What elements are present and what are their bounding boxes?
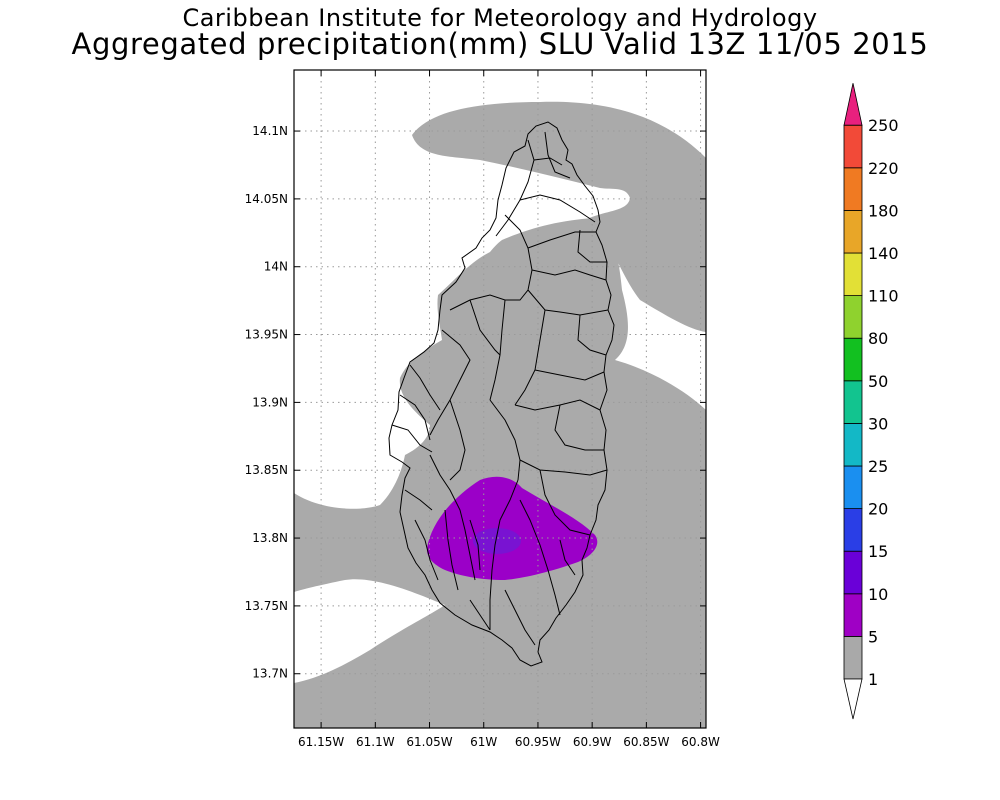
precip-area-10-15mm (473, 528, 521, 554)
colorbar-label: 180 (868, 201, 899, 220)
lon-tick-label: 60.9W (573, 735, 612, 749)
catchment-boundary (469, 519, 481, 571)
colorbar-segment (843, 380, 863, 424)
catchment-boundary (489, 399, 521, 481)
colorbar-label: 250 (868, 116, 899, 135)
colorbar-segment (843, 337, 863, 382)
colorbar-segment (843, 252, 863, 296)
catchment-boundary (469, 599, 491, 631)
lon-tick-label: 60.8W (681, 735, 720, 749)
catchment-boundary (534, 369, 605, 381)
catchment-boundary (577, 229, 607, 263)
colorbar-segment (843, 295, 863, 339)
catchment-boundary (544, 131, 571, 179)
lat-tick-label: 14N (264, 260, 288, 274)
lat-tick-label: 13.75N (245, 599, 288, 613)
colorbar-label: 10 (868, 585, 888, 604)
colorbar-segment (843, 465, 863, 509)
colorbar-segment (843, 508, 863, 552)
catchment-boundary (519, 194, 596, 223)
lat-tick-label: 14.05N (245, 192, 288, 206)
lon-tick-label: 60.85W (623, 735, 669, 749)
catchment-boundary (559, 539, 576, 576)
catchment-boundary (449, 399, 466, 481)
precip-area-1-5mm-north (412, 101, 706, 332)
colorbar-segment (843, 422, 863, 467)
chart-title-line-1: Caribbean Institute for Meteorology and … (182, 4, 818, 32)
colorbar-label: 20 (868, 500, 888, 519)
colorbar-segment (843, 550, 863, 595)
island-outline-saint-lucia (388, 121, 615, 667)
colorbar-label: 25 (868, 457, 888, 476)
catchment-boundary (404, 489, 433, 511)
catchment-boundary (449, 214, 533, 311)
map-frame (293, 69, 707, 729)
catchment-boundary (429, 329, 471, 436)
map-plot-area (294, 70, 706, 728)
catchment-boundary (554, 404, 604, 451)
catchment-boundary (527, 231, 596, 249)
colorbar-label: 110 (868, 287, 899, 306)
lat-tick-label: 13.95N (245, 328, 288, 342)
lat-tick-label: 13.85N (245, 463, 288, 477)
catchment-boundary (399, 394, 431, 441)
catchment-boundary (504, 589, 536, 646)
colorbar-label: 80 (868, 329, 888, 348)
catchment-boundary (414, 519, 439, 581)
catchment-boundary (495, 139, 535, 237)
lat-tick-label: 13.8N (252, 531, 288, 545)
catchment-boundary (409, 364, 441, 411)
lon-tick-label: 61.1W (356, 735, 395, 749)
colorbar-label: 5 (868, 627, 878, 646)
catchment-boundary (531, 269, 607, 281)
catchment-boundary (539, 469, 591, 536)
colorbar-label: 30 (868, 414, 888, 433)
chart-title-line-2: Aggregated precipitation(mm) SLU Valid 1… (71, 27, 929, 61)
colorbar-max-triangle (843, 83, 863, 126)
catchment-boundary (391, 424, 433, 453)
lon-tick-label: 61.05W (406, 735, 452, 749)
colorbar-segment (843, 636, 863, 680)
colorbar-segment (843, 124, 863, 169)
colorbar-segment (843, 167, 863, 211)
catchment-boundary (519, 459, 608, 476)
catchment-boundary (444, 509, 459, 591)
catchment-boundary (489, 479, 519, 630)
colorbar-segment (843, 209, 863, 254)
catchment-boundary (527, 289, 609, 316)
longitude-axis: 61.15W 61.1W 61.05W 61W 60.95W 60.9W 60.85W 60.… (298, 70, 720, 749)
catchment-boundary (533, 157, 563, 166)
colorbar-label: 140 (868, 244, 899, 263)
lat-tick-label: 13.7N (252, 667, 288, 681)
colorbar-label: 220 (868, 159, 899, 178)
colorbar-segment (843, 593, 863, 637)
lon-tick-label: 61W (470, 735, 497, 749)
catchment-boundary (469, 299, 501, 356)
catchment-boundary (577, 314, 607, 356)
catchment-boundary (519, 499, 561, 616)
precip-area-1-5mm-main (294, 218, 706, 728)
catchment-boundary (429, 454, 476, 581)
colorbar-label: 15 (868, 542, 888, 561)
lon-tick-label: 61.15W (298, 735, 344, 749)
colorbar-min-triangle (843, 678, 863, 720)
lon-tick-label: 60.95W (515, 735, 561, 749)
lat-tick-label: 14.1N (252, 124, 288, 138)
colorbar-label: 1 (868, 670, 878, 689)
lat-tick-label: 13.9N (252, 395, 288, 409)
colorbar-label: 50 (868, 372, 888, 391)
latitude-axis: 14.1N 14.05N 14N 13.95N 13.9N 13.85N 13.8N 13.7… (245, 124, 706, 681)
